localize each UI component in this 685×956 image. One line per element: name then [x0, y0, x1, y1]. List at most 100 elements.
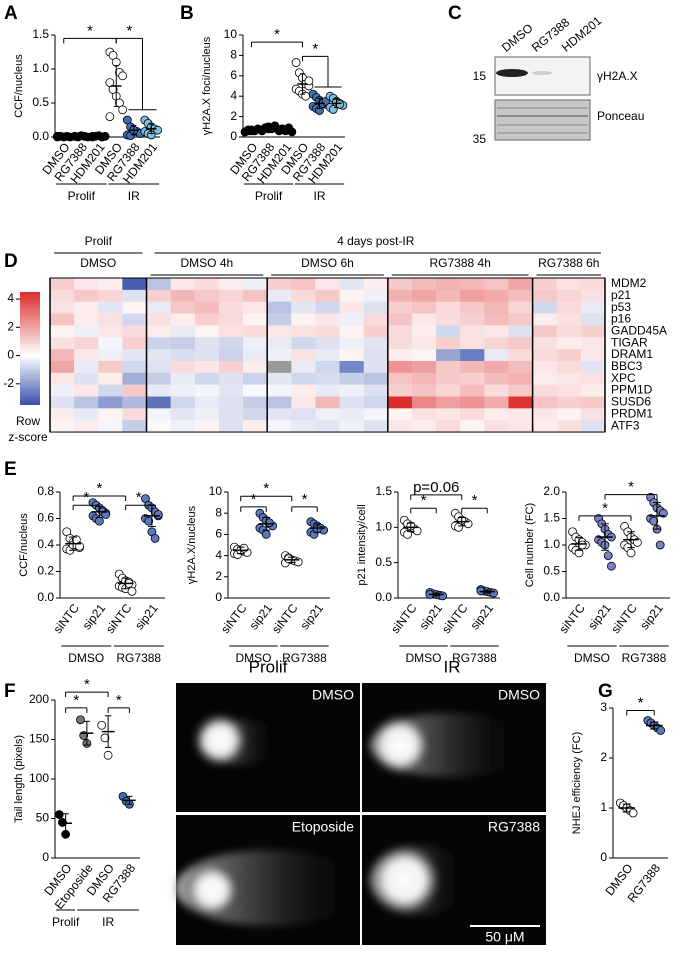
heatmap-cell	[387, 384, 413, 397]
heatmap-cell	[146, 372, 171, 385]
heatmap-cell	[436, 408, 461, 421]
row-label: MDM2	[611, 276, 647, 290]
heatmap-cell	[556, 372, 582, 385]
dot	[127, 586, 137, 596]
heatmap-cell	[243, 337, 268, 350]
heatmap-cell	[387, 360, 413, 374]
heatmap-cell	[508, 278, 533, 291]
heatmap-cell	[363, 408, 389, 421]
heatmap-cell	[194, 372, 220, 385]
y-tick-label: 1.0	[32, 61, 49, 75]
heatmap-cell	[460, 301, 485, 314]
heatmap-cell	[387, 301, 413, 314]
group-label: DMSO	[406, 651, 442, 665]
dot	[153, 510, 163, 519]
heatmap-cell	[218, 325, 244, 338]
group-label: DMSO	[68, 651, 104, 665]
heatmap-cell	[98, 313, 123, 326]
significance: *	[274, 26, 280, 43]
heatmap-cell	[508, 420, 533, 433]
heatmap-cell	[98, 289, 123, 302]
heatmap-cell	[122, 360, 147, 374]
heatmap-cell	[98, 420, 123, 433]
group-label: IR	[314, 189, 326, 203]
color-bar-label: Row	[16, 414, 40, 428]
heatmap-cell	[387, 289, 413, 302]
heatmap-cell	[363, 420, 389, 433]
heatmap-cell	[98, 360, 123, 374]
y-tick-label: 8	[230, 48, 237, 62]
heatmap-cell	[508, 360, 533, 374]
significance: *	[136, 489, 142, 506]
heatmap-cell	[267, 396, 292, 409]
heatmap-cell	[532, 360, 558, 374]
heatmap-cell	[460, 313, 485, 326]
heatmap-cell	[194, 337, 220, 350]
heatmap-cell	[387, 278, 413, 291]
column-group-label: DMSO	[80, 256, 116, 270]
heatmap-cell	[267, 289, 292, 302]
heatmap-cell	[580, 420, 606, 433]
dot	[94, 516, 104, 526]
heatmap-cell	[484, 301, 509, 314]
heatmap-cell	[315, 372, 340, 385]
heatmap-cell	[339, 289, 364, 302]
heatmap-cell	[98, 301, 123, 314]
heatmap-cell	[484, 360, 509, 374]
group-label: DMSO	[574, 651, 610, 665]
heatmap-cell	[387, 325, 413, 338]
heatmap-cell	[243, 396, 268, 409]
heatmap-cell	[460, 408, 485, 421]
heatmap-cell	[484, 278, 509, 291]
heatmap-cell	[291, 396, 316, 409]
heatmap-cell	[122, 313, 147, 326]
row-label: XPC	[611, 371, 636, 385]
heatmap-cell	[315, 384, 340, 397]
heatmap-cell	[74, 313, 99, 326]
heatmap-cell	[243, 420, 268, 433]
dot	[100, 733, 110, 743]
heatmap-cell	[291, 372, 316, 385]
y-axis-label: NHEJ efficiency (FC)	[571, 732, 583, 834]
significance: *	[73, 692, 79, 709]
heatmap-cell	[122, 278, 147, 291]
y-tick-label: 0	[42, 850, 49, 864]
heatmap-cell	[291, 384, 316, 397]
dot	[76, 715, 85, 725]
heatmap-cell	[243, 372, 268, 385]
y-axis-label: Tail length (pixels)	[13, 735, 25, 823]
heatmap-cell	[508, 337, 533, 350]
panel-label: B	[180, 3, 194, 24]
heatmap-cell	[74, 325, 99, 338]
heatmap-cell	[411, 325, 437, 338]
y-tick-label: 0.5	[543, 564, 560, 578]
heatmap-cell	[50, 278, 75, 291]
significance: *	[472, 492, 478, 509]
dot	[118, 105, 128, 115]
dot	[261, 530, 271, 539]
heatmap-cell	[267, 337, 292, 350]
y-tick-label: 10	[224, 27, 238, 41]
heatmap-cell	[532, 325, 558, 338]
ponceau-bands	[497, 107, 588, 134]
heatmap-cell	[339, 360, 364, 374]
heatmap-cell	[50, 337, 75, 350]
image-label: RG7388	[488, 819, 540, 835]
heatmap-cell	[170, 278, 196, 291]
group-label: RG7388	[282, 651, 327, 665]
heatmap-cell	[291, 289, 316, 302]
heatmap-cell	[556, 337, 582, 350]
heatmap-cell	[243, 360, 268, 374]
heatmap-cell	[146, 408, 171, 421]
heatmap-cell	[170, 420, 196, 433]
heatmap-cell	[122, 384, 147, 397]
heatmap-cell	[363, 301, 389, 314]
heatmap-cell	[580, 396, 606, 409]
heatmap-cell	[50, 420, 75, 433]
y-tick-label: 2	[600, 750, 607, 764]
y-tick-label: 0	[230, 129, 237, 143]
heatmap-cell	[243, 325, 268, 338]
heatmap-cell	[291, 420, 316, 433]
heatmap-cell	[50, 325, 75, 338]
dot	[628, 808, 638, 818]
